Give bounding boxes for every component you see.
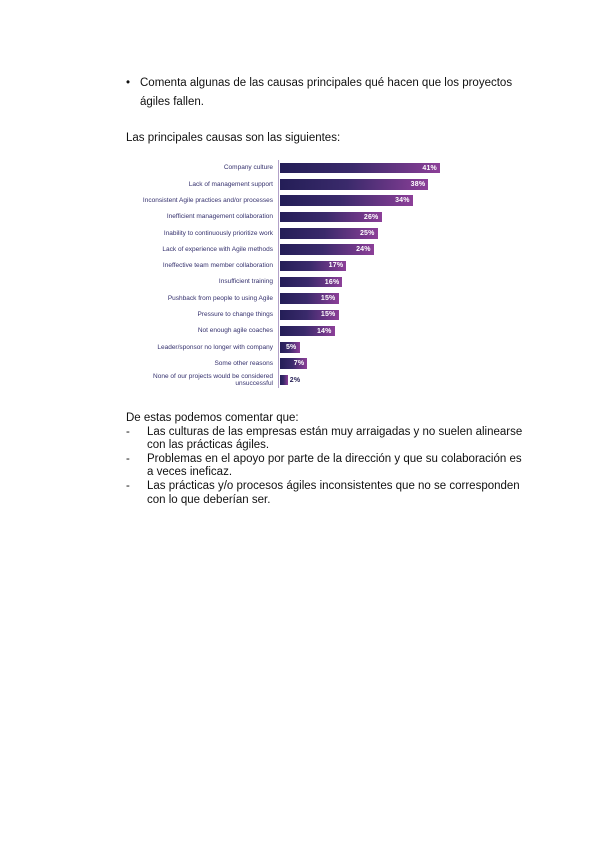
chart-value-label: 14%: [316, 327, 332, 335]
chart-category-label: Lack of experience with Agile methods: [162, 245, 273, 253]
chart-row: Lack of management support 38%: [133, 176, 463, 193]
chart-row: Leader/sponsor no longer with company 5%: [133, 339, 463, 356]
chart-value-label: 25%: [359, 229, 375, 237]
comment-text: Problemas en el apoyo por parte de la di…: [147, 452, 522, 479]
dash-marker: -: [126, 479, 130, 492]
comments-heading: De estas podemos comentar que:: [126, 412, 299, 424]
chart-category-label: Inconsistent Agile practices and/or proc…: [142, 196, 273, 204]
chart-row: Lack of experience with Agile methods 24%: [133, 241, 463, 258]
question-bullet-paragraph: • Comenta algunas de las causas principa…: [126, 74, 540, 112]
chart-row: Inability to continuously prioritize wor…: [133, 225, 463, 242]
chart-value-label: 2%: [289, 376, 301, 384]
chart-bar-area: 25%: [278, 225, 463, 242]
chart-row: Inconsistent Agile practices and/or proc…: [133, 192, 463, 209]
chart-bar: 41%: [280, 162, 440, 174]
dash-marker: -: [126, 452, 130, 465]
chart-bar-area: 24%: [278, 241, 463, 258]
chart-row: Inefficient management collaboration 26%: [133, 208, 463, 226]
chart-value-label: 41%: [422, 164, 437, 172]
chart-value-label: 7%: [293, 360, 305, 368]
chart-bar: 7%: [280, 358, 308, 369]
chart-bar-area: 17%: [278, 257, 463, 275]
chart-bar-area: 16%: [278, 274, 463, 291]
chart-value-label: 34%: [395, 197, 410, 205]
chart-bar-area: 14%: [278, 322, 463, 340]
list-item: - Las prácticas y/o procesos ágiles inco…: [126, 480, 538, 507]
chart-value-label: 15%: [320, 311, 336, 319]
chart-bar: 17%: [280, 260, 347, 272]
comment-text: Las culturas de las empresas están muy a…: [147, 425, 523, 452]
chart-row: Pressure to change things 15%: [133, 306, 463, 323]
chart-bar-area: 15%: [278, 306, 463, 323]
chart-category-label: Insufficient training: [218, 278, 273, 286]
chart-bar-area: 26%: [278, 208, 463, 226]
chart-bar-area: 2%: [278, 371, 463, 389]
chart-row: Not enough agile coaches 14%: [133, 322, 463, 340]
chart-bar: 26%: [280, 211, 382, 223]
chart-row: None of our projects would be considered…: [133, 371, 463, 389]
chart-category-label: Inability to continuously prioritize wor…: [163, 229, 273, 237]
chart-category-label: Leader/sponsor no longer with company: [157, 343, 273, 351]
chart-bar-area: 7%: [278, 355, 463, 372]
chart-category-label: Company culture: [223, 164, 273, 172]
chart-bar-area: 34%: [278, 192, 463, 209]
chart-value-label: 15%: [320, 295, 336, 303]
chart-bar-area: 5%: [278, 339, 463, 356]
chart-bar: 25%: [280, 228, 378, 239]
chart-bar: 16%: [280, 276, 343, 288]
bullet-marker: •: [126, 77, 131, 89]
chart-bar: 5%: [280, 342, 300, 353]
agile-failure-causes-bar-chart: Company culture 41% Lack of management sup…: [133, 160, 463, 389]
chart-category-label: Not enough agile coaches: [197, 327, 273, 335]
chart-row: Insufficient training 16%: [133, 274, 463, 291]
chart-bar-area: 41%: [278, 160, 463, 177]
chart-value-label: 24%: [356, 246, 371, 254]
chart-value-label: 5%: [285, 343, 297, 351]
comment-text: Las prácticas y/o procesos ágiles incons…: [147, 479, 520, 506]
chart-value-label: 26%: [363, 213, 379, 221]
chart-bar-area: 15%: [278, 290, 463, 307]
chart-row: Ineffective team member collaboration 17%: [133, 257, 463, 275]
chart-category-label: None of our projects would be considered…: [153, 372, 273, 388]
chart-category-label: Ineffective team member collaboration: [162, 262, 273, 270]
question-text: Comenta algunas de las causas principale…: [140, 77, 513, 108]
chart-bar: 14%: [280, 325, 335, 337]
chart-value-label: 17%: [328, 262, 344, 270]
chart-category-label: Lack of management support: [188, 180, 273, 188]
intro-text: Las principales causas son las siguiente…: [126, 132, 341, 144]
chart-bar-area: 38%: [278, 176, 463, 193]
chart-bar: [280, 374, 288, 386]
chart-category-label: Pushback from people to using Agile: [167, 294, 273, 302]
dash-marker: -: [126, 425, 130, 438]
chart-rows-container: Company culture 41% Lack of management sup…: [133, 160, 463, 389]
comments-section: De estas podemos comentar que: - Las cul…: [126, 412, 538, 507]
chart-bar: 15%: [280, 309, 339, 321]
list-item: - Problemas en el apoyo por parte de la …: [126, 453, 538, 480]
chart-row: Pushback from people to using Agile 15%: [133, 290, 463, 307]
chart-bar: 15%: [280, 293, 339, 304]
chart-value-label: 38%: [410, 180, 426, 188]
chart-bar: 38%: [280, 179, 429, 190]
chart-row: Company culture 41%: [133, 160, 463, 177]
chart-category-label: Pressure to change things: [197, 311, 273, 319]
chart-category-label: Some other reasons: [214, 359, 273, 367]
chart-value-label: 16%: [324, 278, 340, 286]
chart-bar: 34%: [280, 195, 413, 206]
chart-bar: 24%: [280, 244, 374, 255]
chart-category-label: Inefficient management collaboration: [166, 213, 273, 221]
list-item: - Las culturas de las empresas están muy…: [126, 426, 538, 453]
chart-row: Some other reasons 7%: [133, 355, 463, 372]
